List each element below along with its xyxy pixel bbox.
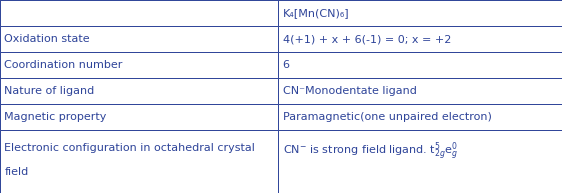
Bar [0,52,278,78]
Text: field: field [4,167,29,177]
Bar [278,130,562,193]
Text: Coordination number: Coordination number [4,60,123,70]
Text: Oxidation state: Oxidation state [4,34,90,44]
Text: Nature of ligand: Nature of ligand [4,86,95,96]
Bar [0,130,278,193]
Text: 4(+1) + x + 6(-1) = 0; x = +2: 4(+1) + x + 6(-1) = 0; x = +2 [283,34,451,44]
Bar [278,78,562,104]
Text: CN⁻Monodentate ligand: CN⁻Monodentate ligand [283,86,416,96]
Bar [278,104,562,130]
Text: Electronic configuration in octahedral crystal: Electronic configuration in octahedral c… [4,143,255,153]
Bar [278,0,562,26]
Bar [278,26,562,52]
Text: CN$^{-}$ is strong field ligand. t$^{5}_{2g}$e$^{0}_{g}$: CN$^{-}$ is strong field ligand. t$^{5}_… [283,141,458,163]
Bar [0,0,278,26]
Text: K₄[Mn(CN)₆]: K₄[Mn(CN)₆] [283,8,350,18]
Text: 6: 6 [283,60,289,70]
Bar [0,26,278,52]
Bar [0,104,278,130]
Text: Paramagnetic(one unpaired electron): Paramagnetic(one unpaired electron) [283,112,492,122]
Bar [278,52,562,78]
Text: Magnetic property: Magnetic property [4,112,107,122]
Bar [0,78,278,104]
